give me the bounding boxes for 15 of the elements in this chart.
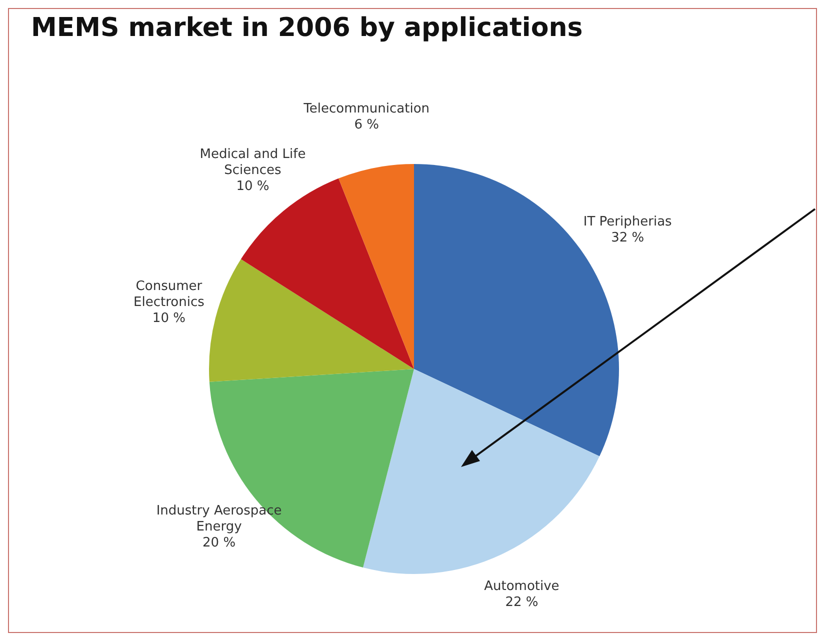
data-label: 10 % — [236, 179, 270, 194]
slice-label: Automotive — [484, 578, 560, 594]
data-label: 32 % — [611, 230, 644, 246]
data-label: 10 % — [152, 311, 186, 326]
pie-slice — [363, 369, 600, 574]
slice-label: Telecommunication — [302, 101, 430, 116]
pie-slice — [209, 259, 414, 382]
slice-label: IT Peripherias — [583, 214, 672, 230]
slice-label: Consumer Electronics — [134, 279, 205, 310]
slice-label: Medical and Life Sciences — [200, 147, 306, 178]
chart-title: MEMS market in 2006 by applications — [31, 13, 583, 43]
data-label: 6 % — [354, 117, 379, 132]
pie-slice — [338, 164, 414, 369]
data-label: 22 % — [505, 594, 538, 610]
data-label: 20 % — [202, 535, 236, 550]
